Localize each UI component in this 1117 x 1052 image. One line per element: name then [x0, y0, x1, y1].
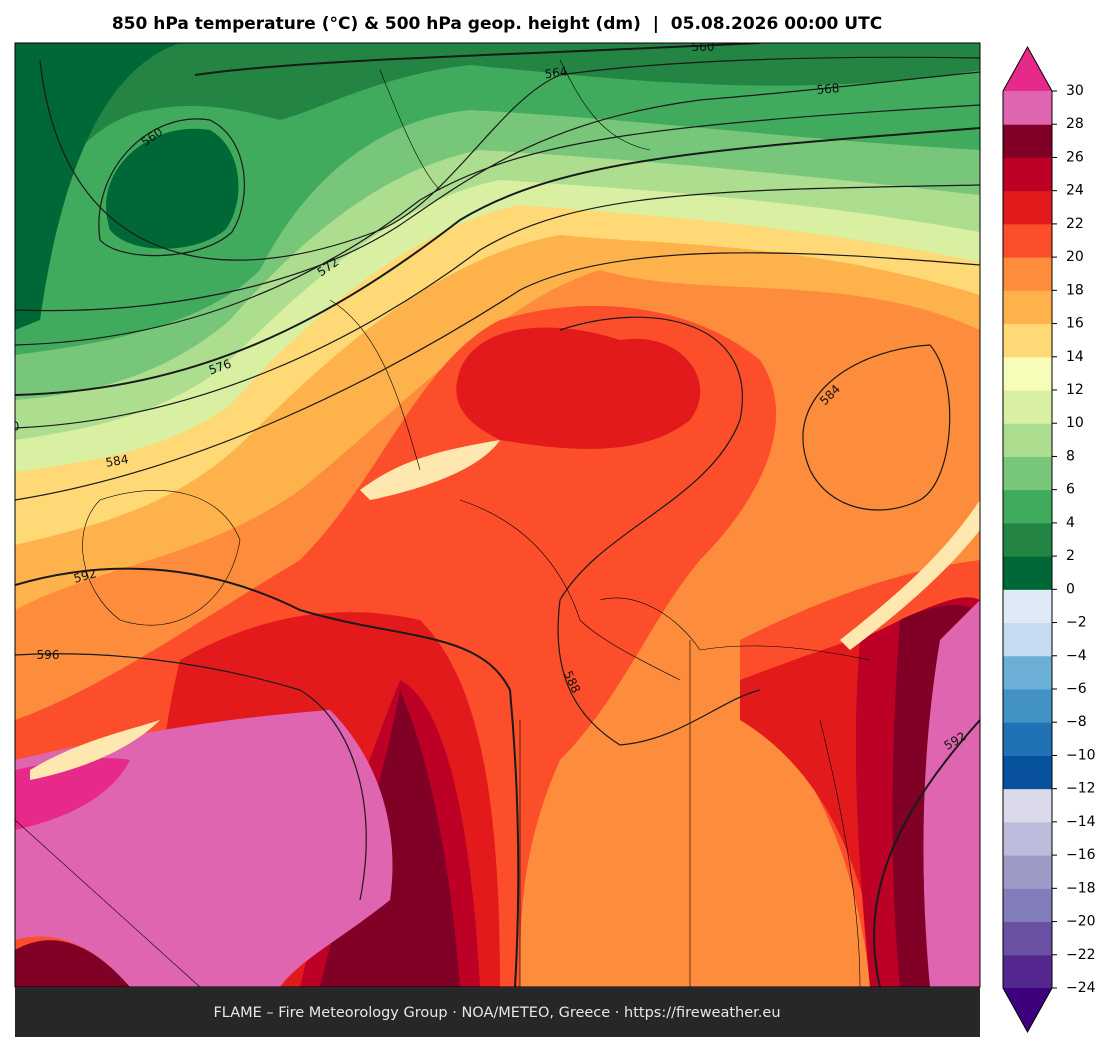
colorbar-tick-label: −24: [1066, 980, 1096, 996]
colorbar-bin: [1003, 124, 1052, 158]
colorbar-tick-label: 12: [1066, 382, 1084, 398]
colorbar-tick-label: 0: [1066, 581, 1075, 597]
colorbar-bin: [1003, 589, 1052, 624]
colorbar-tick-label: −20: [1066, 914, 1096, 930]
contour-label: 584: [105, 452, 130, 470]
colorbar-tick-label: 2: [1066, 548, 1075, 564]
colorbar-bin: [1003, 689, 1052, 723]
contour-label: 596: [37, 648, 60, 662]
contour: [15, 127, 980, 396]
contour: [15, 567, 520, 987]
colorbar-bin: [1003, 556, 1052, 590]
colorbar-bin: [1003, 257, 1052, 291]
colorbar-bin: [1003, 489, 1052, 524]
colorbar-bin: [1003, 788, 1052, 823]
contour-label: 568: [816, 81, 840, 97]
colorbar-bin: [1003, 190, 1052, 225]
contour: [802, 344, 951, 511]
footer: FLAME – Fire Meteorology Group · NOA/MET…: [213, 1005, 780, 1021]
colorbar-tick-label: −16: [1066, 847, 1096, 863]
colorbar-tick-label: 24: [1066, 183, 1084, 199]
colorbar-tick-label: −2: [1066, 615, 1087, 631]
field: [15, 43, 239, 330]
colorbar-tick-label: 14: [1066, 349, 1084, 365]
contour: [194, 43, 761, 76]
contour: [15, 653, 367, 901]
colorbar-tick-label: 30: [1066, 83, 1084, 99]
colorbar-tick-label: −6: [1066, 681, 1087, 697]
colorbar-bin: [1003, 423, 1052, 457]
field: [300, 597, 980, 987]
colorbar-bin: [1003, 290, 1052, 325]
colorbar-tick-label: −18: [1066, 880, 1096, 896]
colorbar-bin: [1003, 655, 1052, 690]
contour: [98, 118, 245, 257]
colorbar-tick-label: −22: [1066, 947, 1096, 963]
colorbar-bin: [1003, 821, 1052, 856]
colorbar-bin: [1003, 722, 1052, 756]
colorbar-tick-label: 26: [1066, 149, 1084, 165]
contour: [15, 252, 980, 501]
colorbar-tick-label: −14: [1066, 814, 1096, 830]
colorbar-bin: [1003, 522, 1052, 557]
colorbar-bin: [1003, 356, 1052, 391]
colorbar-tick-label: −12: [1066, 781, 1096, 797]
colorbar-bin: [1003, 921, 1052, 956]
colorbar-bin: [1003, 888, 1052, 923]
colorbar-bin: [1003, 456, 1052, 491]
colorbar-tick-label: 28: [1066, 116, 1084, 132]
colorbar-tick-label: 22: [1066, 216, 1084, 232]
colorbar: −24−22−20−18−16−14−12−10−8−6−4−202468101…: [1002, 45, 1096, 1034]
field: [15, 43, 980, 355]
contour-label: 564: [544, 64, 569, 81]
contour-label: 560: [692, 40, 715, 54]
colorbar-extend: [1003, 988, 1052, 1032]
contour-label: 580: [0, 419, 20, 435]
field: [15, 600, 980, 987]
colorbar-bin: [1003, 954, 1052, 989]
colorbar-bin: [1003, 157, 1052, 192]
contour: [873, 719, 980, 987]
colorbar-bin: [1003, 755, 1052, 790]
contour-label: 592: [72, 566, 98, 585]
contour: [39, 56, 980, 261]
field: [30, 440, 980, 780]
colorbar-tick-label: 8: [1066, 448, 1075, 464]
contour: [557, 316, 761, 746]
colorbar-bin: [1003, 390, 1052, 424]
colorbar-tick-label: 16: [1066, 316, 1084, 332]
colorbar-tick-label: 4: [1066, 515, 1075, 531]
colorbar-bin: [1003, 622, 1052, 657]
colorbar-tick-label: −4: [1066, 648, 1087, 664]
colorbar-tick-label: 6: [1066, 482, 1075, 498]
contour: [15, 184, 980, 429]
colorbar-bin: [1003, 323, 1052, 358]
colorbar-tick-label: 10: [1066, 415, 1084, 431]
colorbar-bin: [1003, 855, 1052, 889]
contour: [15, 104, 980, 346]
colorbar-bin: [1003, 91, 1052, 125]
colorbar-tick-label: 20: [1066, 249, 1084, 265]
contour: [15, 71, 980, 312]
colorbar-tick-label: −8: [1066, 714, 1087, 730]
footer-bar: [15, 987, 980, 1037]
colorbar-extend: [1003, 47, 1052, 91]
colorbar-tick-label: −10: [1066, 747, 1096, 763]
colorbar-tick-label: 18: [1066, 282, 1084, 298]
coastline: [15, 59, 871, 987]
colorbar-bin: [1003, 223, 1052, 258]
field: [15, 43, 980, 250]
title: 850 hPa temperature (°C) & 500 hPa geop.…: [112, 14, 882, 34]
